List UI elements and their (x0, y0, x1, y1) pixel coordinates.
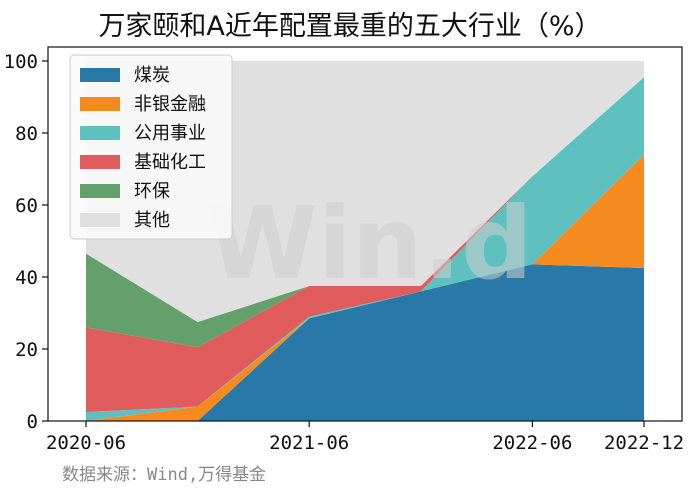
source-note: 数据来源：Wind,万得基金 (62, 465, 266, 485)
chart-title: 万家颐和A近年配置最重的五大行业（%） (98, 11, 601, 42)
area-series-2 (86, 77, 644, 421)
legend-label: 其他 (134, 210, 170, 231)
legend-swatch (80, 68, 120, 82)
legend-label: 环保 (134, 181, 170, 202)
legend-label: 公用事业 (134, 123, 206, 144)
watermark: Win.d (207, 185, 532, 302)
area-series-0 (86, 264, 644, 421)
axes: 0 20 40 60 80 100 2020-06 2021-06 2022-06 2022-12 (4, 46, 684, 454)
x-tick-label: 2022-06 (492, 432, 572, 454)
legend-label: 非银金融 (134, 94, 206, 115)
legend-swatch (80, 97, 120, 111)
area-series-4 (86, 77, 644, 348)
plot-frame (47, 46, 683, 422)
y-tick-label: 40 (15, 267, 38, 289)
y-tick-label: 100 (4, 51, 38, 73)
legend-swatch (80, 126, 120, 140)
legend-label: 煤炭 (134, 65, 170, 86)
legend-label: 基础化工 (134, 152, 206, 173)
legend-swatch (80, 213, 120, 227)
y-tick-label: 20 (15, 339, 38, 361)
area-series-3 (86, 77, 644, 412)
y-tick-label: 80 (15, 123, 38, 145)
x-tick-label: 2022-12 (604, 432, 684, 454)
x-tick-label: 2020-06 (46, 432, 126, 454)
legend-swatch (80, 184, 120, 198)
x-tick-label: 2021-06 (269, 432, 349, 454)
y-tick-label: 0 (27, 411, 38, 433)
y-tick-label: 60 (15, 195, 38, 217)
legend-swatch (80, 155, 120, 169)
